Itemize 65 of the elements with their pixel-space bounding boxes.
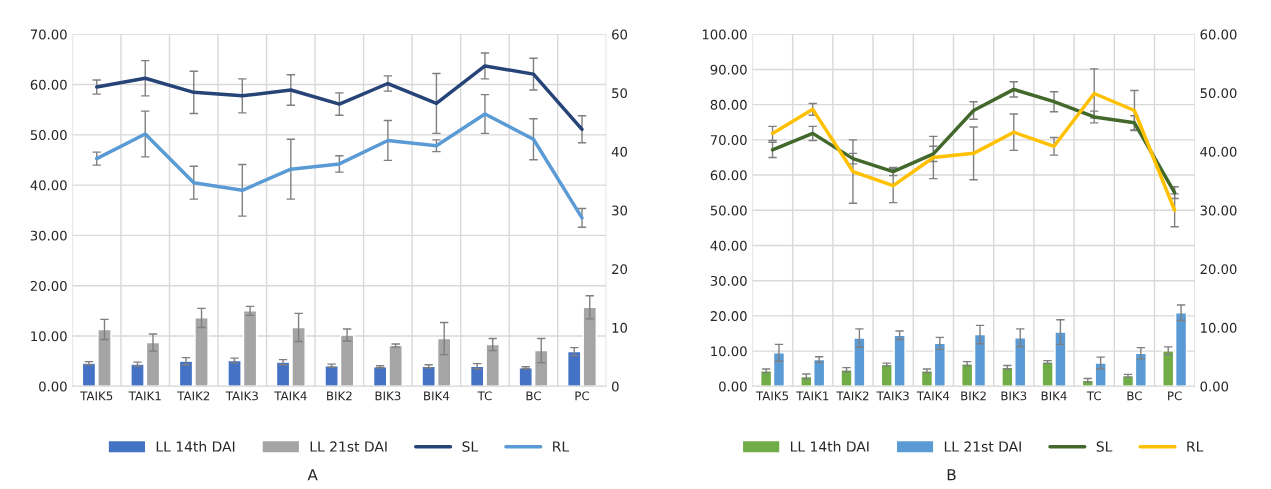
x-tick-label: BIK3 [1001,391,1027,401]
y2-tick-label: 30 [612,205,628,216]
legend-label: LL 21st DAI [944,441,1021,452]
x-tick-label: TAIK5 [80,391,113,401]
y2-tick-label: 20.00 [1200,264,1237,275]
y2-tick-label: 40.00 [1200,146,1237,157]
y-tick-label: 80.00 [710,99,747,110]
y2-tick-label: 20 [612,264,628,275]
y2-tick-label: 10.00 [1201,322,1237,333]
y-tick-label: 20.00 [30,280,67,291]
x-tick-label: TAIK1 [128,391,161,401]
y-tick-label: 30.00 [30,230,67,241]
x-tick-label: TAIK4 [916,391,950,401]
x-tick-label: TAIK4 [274,391,307,401]
x-tick-label: TAIK1 [796,391,829,401]
y-tick-label: 50.00 [710,205,747,216]
legend-label: LL 14th DAI [790,441,869,452]
x-tick-label: BIK4 [1041,391,1067,401]
x-tick-label: TC [1086,391,1101,401]
x-tick-label: PC [1168,391,1182,401]
y-tick-label: 70.00 [710,135,747,146]
x-tick-label: TAIK3 [876,391,909,401]
y2-tick-label: 50 [612,88,628,99]
y-tick-label: 40.00 [30,180,67,191]
x-tick-label: PC [575,391,590,401]
text: A [307,469,318,481]
x-tick-label: BC [1127,391,1142,401]
legend-label: LL 14th DAI [156,441,235,452]
y-tick-label: 30.00 [710,275,747,286]
x-tick-label: TAIK3 [225,391,258,401]
legend-label: SL [1096,441,1113,452]
legend-label: SL [462,441,479,452]
y-tick-label: 0.00 [39,381,67,392]
y2-tick-label: 0.00 [1200,381,1229,392]
y2-tick-label: 50.00 [1200,88,1237,99]
y-tick-label: 100.00 [702,29,747,40]
y2-tick-label: 60 [612,29,628,40]
y2-tick-label: 40 [611,146,628,157]
y-tick-label: 50.00 [30,130,67,141]
y-tick-label: 90.00 [710,64,747,75]
y-tick-label: 20.00 [710,311,747,322]
y-tick-label: 40.00 [710,240,747,251]
y-tick-label: 60.00 [710,170,747,181]
x-tick-label: BIK2 [961,391,986,401]
x-tick-label: TC [477,391,492,401]
x-tick-label: BC [526,391,541,401]
legend-label: RL [1187,441,1204,452]
y-tick-label: 0.00 [719,381,747,392]
y2-tick-label: 0 [612,381,619,392]
x-tick-label: BIK3 [375,391,401,401]
y2-tick-label: 60.00 [1200,29,1237,40]
y-tick-label: 60.00 [30,79,67,90]
y-tick-label: 70.00 [30,29,67,40]
y2-tick-label: 30.00 [1200,205,1237,216]
y-tick-label: 10.00 [711,346,747,357]
legend-label: LL 21st DAI [310,441,387,452]
y-tick-label: 10.00 [31,331,67,342]
text: B [947,469,956,481]
x-tick-label: BIK4 [424,391,450,401]
y2-tick-label: 10 [612,322,628,333]
x-tick-label: TAIK2 [177,391,210,401]
x-tick-label: TAIK5 [755,391,789,401]
x-tick-label: BIK2 [327,391,352,401]
legend-label: RL [553,441,570,452]
x-tick-label: TAIK2 [836,391,869,401]
